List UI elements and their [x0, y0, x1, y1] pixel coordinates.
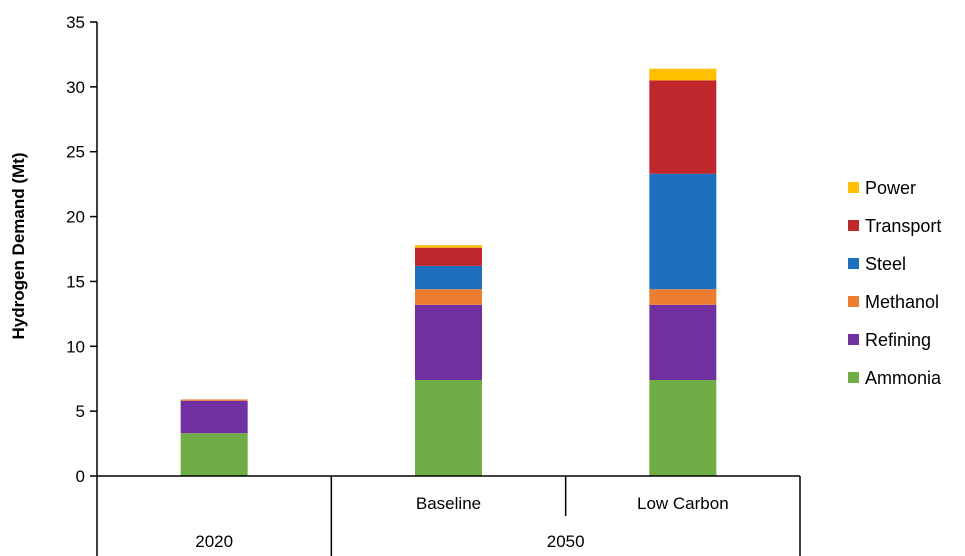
y-axis-title: Hydrogen Demand (Mt) [9, 153, 28, 340]
bar-segment-steel [415, 265, 482, 290]
bar-segment-refining [649, 304, 717, 381]
y-tick-label: 20 [66, 208, 85, 227]
legend-swatch-transport [848, 220, 859, 231]
bar-segment-ammonia [649, 380, 717, 476]
group-label: 2020 [195, 532, 233, 551]
bar-segment-transport [649, 80, 717, 174]
y-tick-label: 5 [76, 402, 85, 421]
bar-segment-ammonia [415, 380, 482, 476]
bar-stacks [180, 68, 717, 476]
group-label: 2050 [547, 532, 585, 551]
bar-segment-steel [649, 173, 717, 290]
legend-swatch-ammonia [848, 372, 859, 383]
bar-segment-methanol [180, 399, 248, 401]
bar-segment-methanol [649, 289, 717, 305]
category-labels: Baseline Low Carbon 2020 2050 [195, 494, 728, 551]
legend-swatch-steel [848, 258, 859, 269]
legend-swatch-power [848, 182, 859, 193]
bar-segment-power [415, 245, 482, 248]
bar-segment-transport [415, 247, 482, 266]
y-axis-ticks: 0 5 10 15 20 25 30 35 [66, 13, 97, 486]
y-tick-label: 10 [66, 337, 85, 356]
bar-segment-methanol [415, 289, 482, 305]
axes [96, 22, 801, 556]
legend: Power Transport Steel Methanol Refining Ammon… [848, 178, 942, 388]
legend-label-steel: Steel [865, 254, 906, 274]
legend-swatch-methanol [848, 296, 859, 307]
bar-segment-ammonia [180, 433, 248, 476]
category-label: Baseline [416, 494, 481, 513]
category-label: Low Carbon [637, 494, 729, 513]
bar-segment-refining [415, 304, 482, 381]
y-tick-label: 15 [66, 272, 85, 291]
y-tick-label: 25 [66, 143, 85, 162]
legend-label-transport: Transport [865, 216, 941, 236]
legend-swatch-refining [848, 334, 859, 345]
legend-label-power: Power [865, 178, 916, 198]
bar-segment-refining [180, 400, 248, 434]
legend-label-methanol: Methanol [865, 292, 939, 312]
legend-label-ammonia: Ammonia [865, 368, 942, 388]
y-tick-label: 35 [66, 13, 85, 32]
bar-segment-power [649, 68, 717, 81]
legend-label-refining: Refining [865, 330, 931, 350]
y-tick-label: 30 [66, 78, 85, 97]
y-tick-label: 0 [76, 467, 85, 486]
